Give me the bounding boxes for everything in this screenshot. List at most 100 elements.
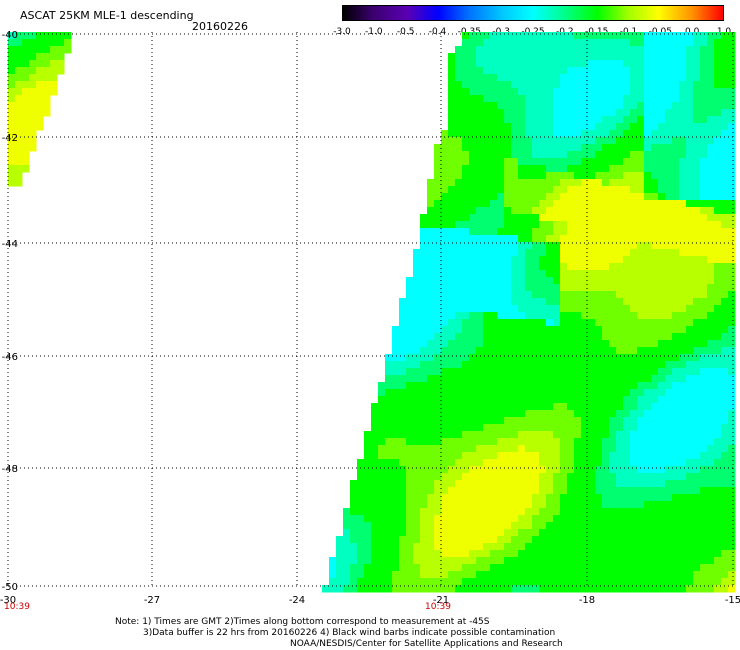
swath-cell [350,557,358,565]
swath-cell [581,340,589,348]
swath-cell [658,431,666,439]
swath-cell [511,270,519,278]
swath-cell [602,522,610,530]
swath-cell [483,235,491,243]
swath-cell [455,333,463,341]
swath-cell [700,123,708,131]
swath-cell [546,228,554,236]
swath-cell [476,508,484,516]
swath-cell [672,445,680,453]
swath-cell [616,396,624,404]
swath-cell [329,585,337,593]
swath-cell [581,228,589,236]
swath-cell [665,39,673,47]
swath-cell [721,179,729,187]
swath-cell [567,249,575,257]
swath-cell [567,305,575,313]
swath-cell [483,109,491,117]
swath-cell [665,46,673,54]
swath-cell [469,417,477,425]
swath-cell [679,515,687,523]
swath-cell [490,578,498,586]
swath-cell [567,347,575,355]
swath-cell [518,571,526,579]
swath-cell [707,536,715,544]
swath-cell [448,578,456,586]
swath-cell [490,312,498,320]
swath-cell [427,487,435,495]
swath-cell [553,452,561,460]
swath-cell [679,165,687,173]
swath-cell [399,550,407,558]
swath-cell [448,207,456,215]
swath-cell [329,571,337,579]
swath-cell [630,263,638,271]
swath-cell [574,116,582,124]
swath-cell [490,305,498,313]
swath-cell [672,466,680,474]
swath-cell [420,508,428,516]
swath-cell [469,186,477,194]
swath-cell [616,39,624,47]
swath-cell [448,186,456,194]
swath-cell [469,291,477,299]
swath-cell [560,88,568,96]
swath-cell [693,543,701,551]
swath-cell [616,438,624,446]
swath-cell [672,165,680,173]
swath-cell [525,571,533,579]
swath-cell [455,515,463,523]
swath-cell [707,382,715,390]
swath-cell [651,88,659,96]
swath-cell [623,81,631,89]
swath-cell [672,74,680,82]
swath-cell [462,438,470,446]
swath-cell [22,39,30,47]
swath-cell [399,473,407,481]
swath-cell [392,326,400,334]
swath-cell [581,578,589,586]
swath-cell [525,284,533,292]
swath-cell [392,417,400,425]
swath-cell [546,53,554,61]
swath-cell [574,172,582,180]
swath-cell [385,368,393,376]
swath-cell [504,102,512,110]
swath-cell [511,361,519,369]
swath-cell [525,424,533,432]
swath-cell [546,144,554,152]
swath-cell [448,88,456,96]
swath-cell [448,375,456,383]
swath-cell [567,410,575,418]
swath-cell [672,543,680,551]
swath-cell [497,319,505,327]
swath-cell [679,389,687,397]
swath-cell [637,228,645,236]
swath-cell [665,333,673,341]
swath-cell [616,298,624,306]
swath-cell [525,354,533,362]
swath-cell [511,340,519,348]
swath-cell [22,102,30,110]
swath-cell [469,445,477,453]
swath-cell [532,515,540,523]
swath-cell [392,445,400,453]
swath-cell [672,326,680,334]
swath-cell [721,102,729,110]
swath-cell [36,88,44,96]
swath-cell [511,39,519,47]
swath-cell [686,431,694,439]
swath-cell [476,529,484,537]
swath-cell [714,172,722,180]
swath-cell [504,319,512,327]
swath-cell [728,284,736,292]
swath-cell [588,228,596,236]
swath-cell [616,74,624,82]
swath-cell [525,452,533,460]
swath-cell [616,228,624,236]
swath-cell [490,466,498,474]
swath-cell [497,508,505,516]
swath-cell [483,557,491,565]
swath-cell [29,46,37,54]
swath-cell [651,466,659,474]
